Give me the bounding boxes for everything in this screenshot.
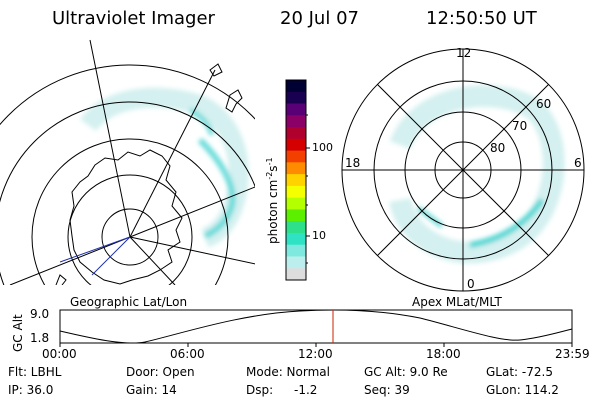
altitude-curve <box>59 309 573 344</box>
color-scale-segment <box>286 138 306 152</box>
mlt-label-0: 0 <box>467 277 475 291</box>
color-scale-segment <box>286 162 306 175</box>
color-scale-segment <box>286 103 306 116</box>
color-scale-segment <box>286 127 306 140</box>
antarctica-coastline <box>69 149 183 285</box>
mlat-label-60: 60 <box>536 97 552 111</box>
color-scale-segment <box>286 221 306 234</box>
color-scale-segment <box>286 268 306 281</box>
color-scale-segment <box>286 244 306 257</box>
satellite-track <box>59 236 131 276</box>
mode-info: Mode: Normal <box>246 365 330 379</box>
mlat-label-70: 70 <box>512 119 528 133</box>
dsp-value: -1.2 <box>294 383 318 397</box>
color-scale-bar <box>286 80 306 281</box>
color-scale-segment <box>286 150 306 163</box>
time-tick-0000: 00:00 <box>42 347 77 361</box>
color-scale-ticks <box>306 114 310 264</box>
geographic-map <box>0 39 255 285</box>
time-tick-0600: 06:00 <box>170 347 205 361</box>
time-tick-1800: 18:00 <box>426 347 461 361</box>
right-aurora-emission <box>389 85 565 264</box>
gc-alt-info: GC Alt: 9.0 Re <box>364 365 448 379</box>
color-scale-frame <box>285 79 307 281</box>
altitude-axis-label: GC Alt <box>11 314 25 352</box>
color-scale-segment <box>286 174 306 187</box>
color-scale-segment <box>286 91 306 105</box>
colorbar-tick-10: 10 <box>312 229 326 242</box>
magnetic-map-label: Apex MLat/MLT <box>412 295 502 309</box>
color-scale-segment <box>286 115 306 128</box>
observation-date: 20 Jul 07 <box>280 8 359 29</box>
latitude-circles <box>0 64 255 285</box>
color-scale-segment <box>286 185 306 199</box>
color-scale-segment <box>286 80 306 93</box>
coastline-fragment <box>55 63 243 285</box>
altitude-tick-9: 9.0 <box>30 307 50 321</box>
magnetic-map <box>341 48 585 292</box>
altitude-tick-1.8: 1.8 <box>30 331 50 345</box>
ip-info: IP: 36.0 <box>8 383 54 397</box>
instrument-title: Ultraviolet Imager <box>52 8 215 29</box>
geographic-map-label: Geographic Lat/Lon <box>70 295 188 309</box>
color-scale-segment <box>286 197 306 210</box>
color-scale-segment <box>286 256 306 269</box>
sequence-info: Seq: 39 <box>364 383 410 397</box>
mlt-lines <box>342 49 584 291</box>
glat-info: GLat: -72.5 <box>486 365 553 379</box>
colorbar-unit-label: photon cm-2s-1 <box>265 157 280 244</box>
color-scale-segment <box>286 209 306 222</box>
mlt-label-18: 18 <box>345 156 361 170</box>
filter-info: Flt: LBHL <box>8 365 62 379</box>
dsp-label: Dsp: <box>246 383 274 397</box>
time-tick-1200: 12:00 <box>298 347 333 361</box>
color-scale-segment <box>286 232 306 246</box>
time-tick-2359: 23:59 <box>555 347 590 361</box>
meridian-lines <box>9 39 255 285</box>
mlt-label-12: 12 <box>456 46 472 60</box>
mlt-label-6: 6 <box>574 156 582 170</box>
gain-info: Gain: 14 <box>126 383 177 397</box>
door-info: Door: Open <box>126 365 195 379</box>
altitude-plot <box>59 309 573 347</box>
observation-time: 12:50:50 UT <box>426 8 537 29</box>
colorbar-tick-100: 100 <box>312 141 333 154</box>
glon-info: GLon: 114.2 <box>486 383 559 397</box>
mlat-label-80: 80 <box>490 141 506 155</box>
